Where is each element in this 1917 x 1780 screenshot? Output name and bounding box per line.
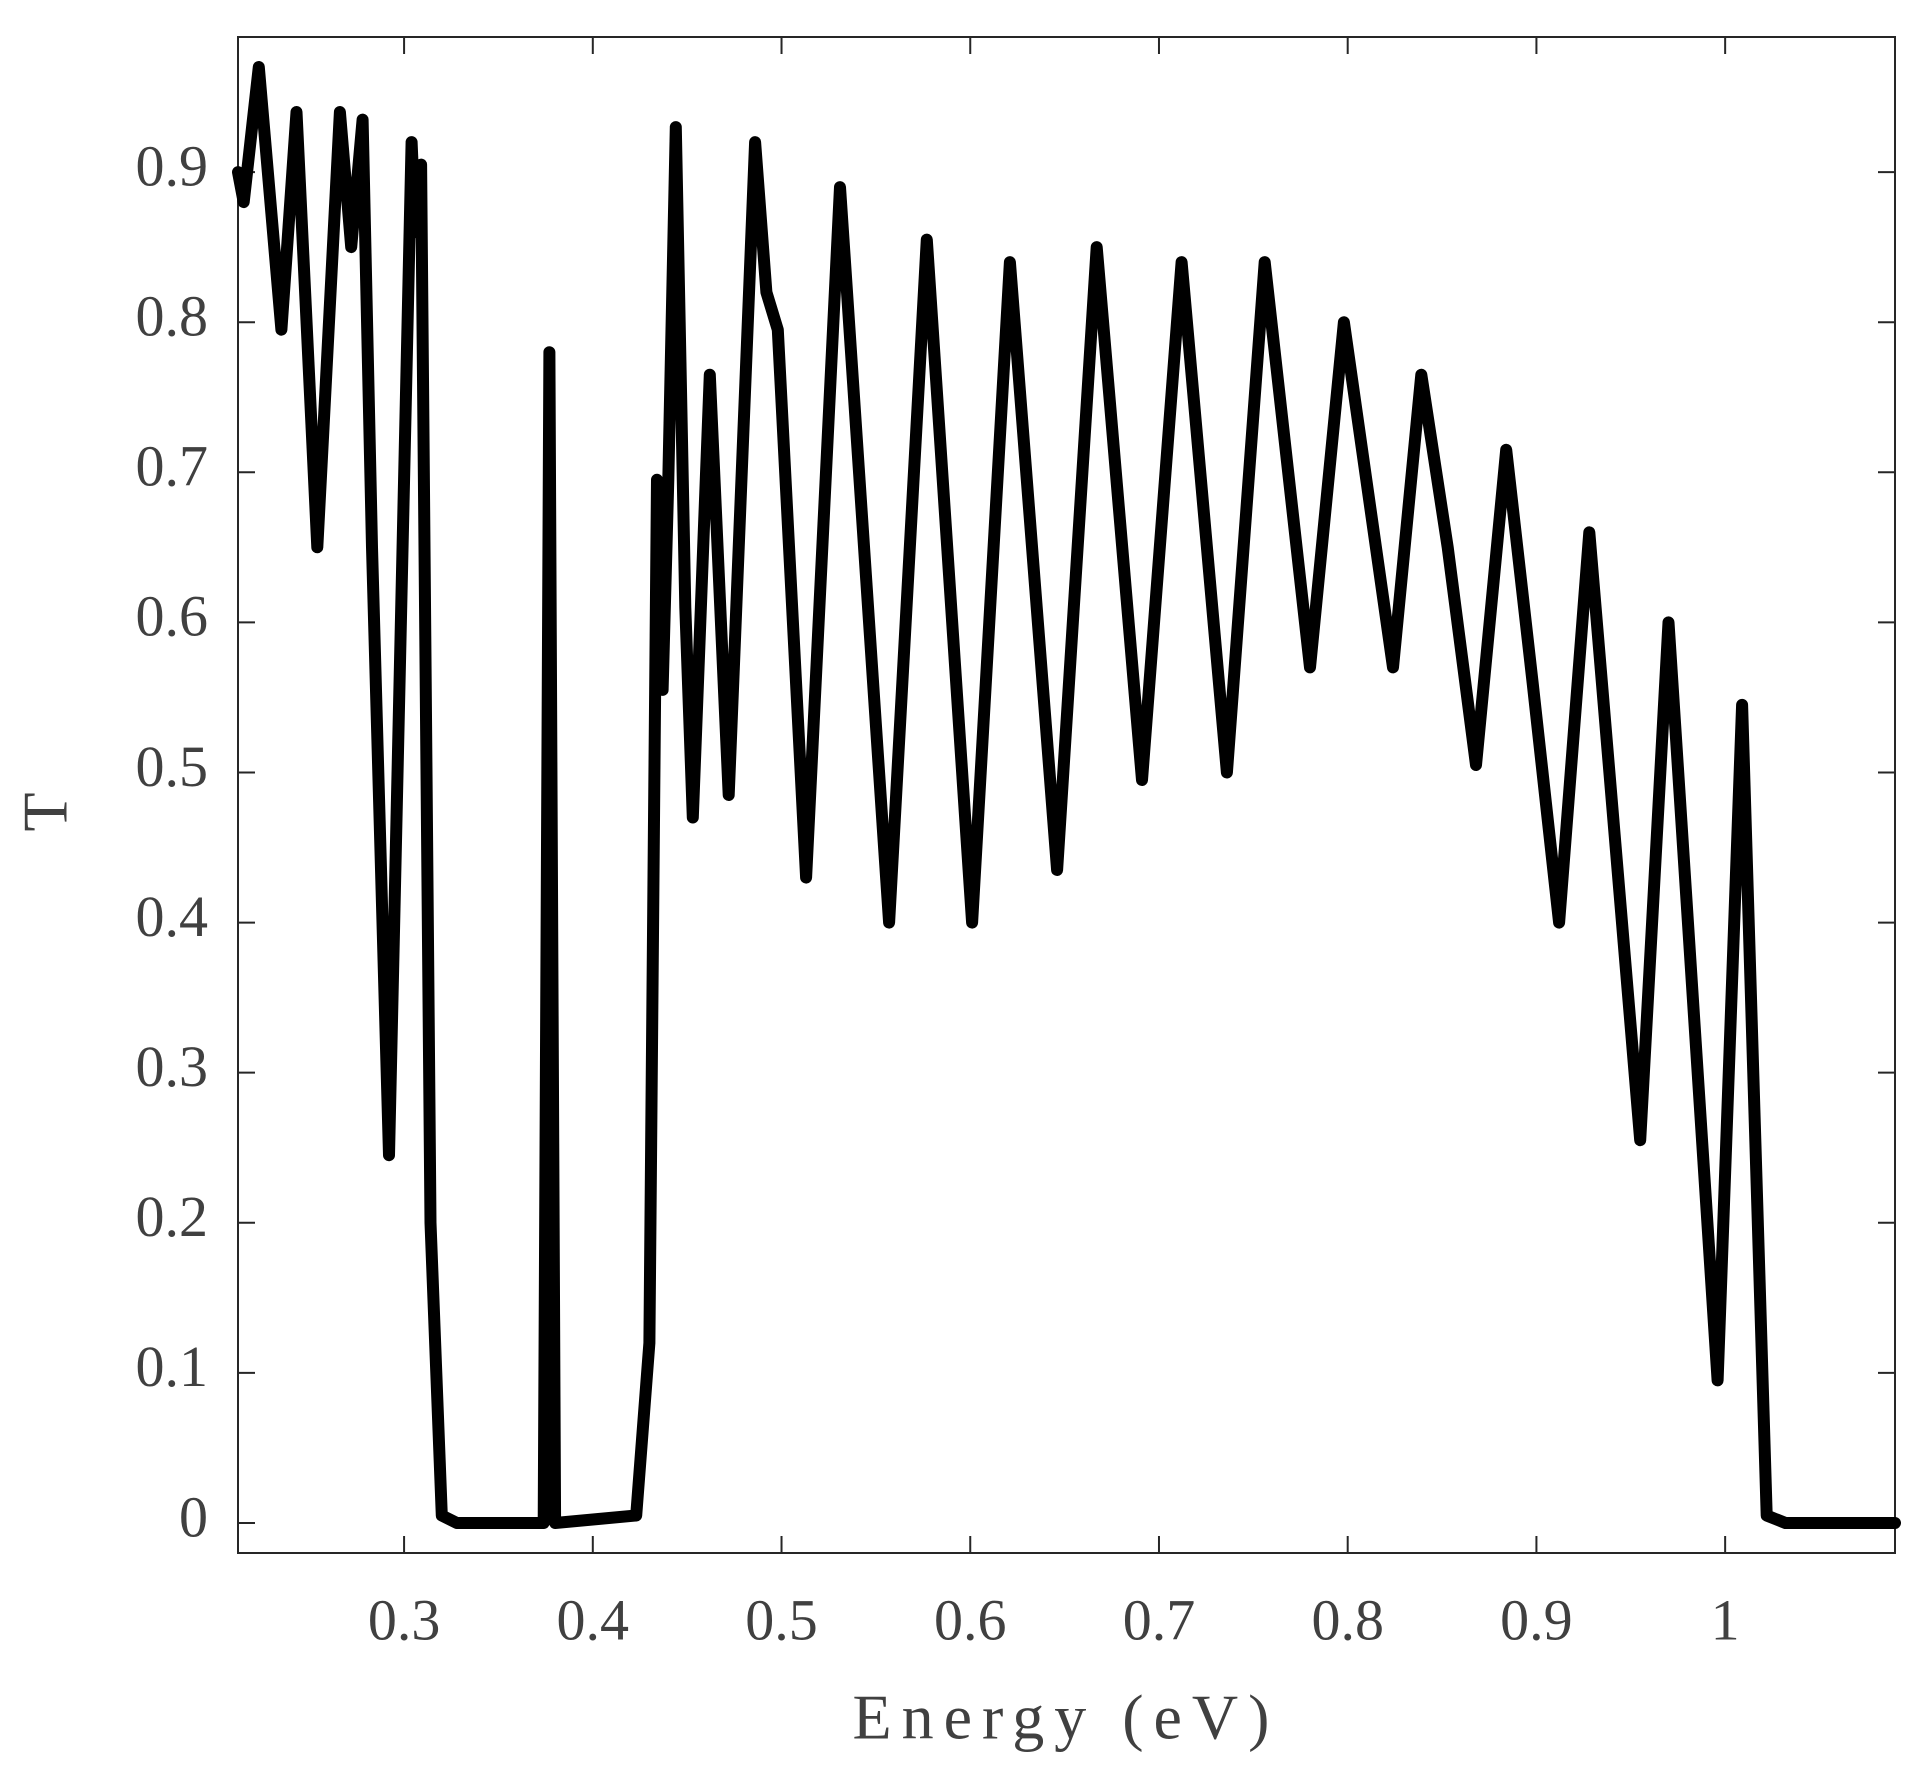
data-line: [232, 61, 1901, 1529]
y-tick-label: 0: [179, 1484, 208, 1549]
y-axis-label: T: [10, 782, 81, 831]
y-tick-label: 0.7: [136, 434, 209, 499]
y-tick-label: 0.4: [136, 884, 209, 949]
y-tick-label: 0.1: [136, 1334, 209, 1399]
y-tick-label: 0.5: [136, 734, 209, 799]
y-tick-label: 0.3: [136, 1034, 209, 1099]
y-tick-label: 0.6: [136, 584, 209, 649]
x-tick-label: 0.5: [745, 1587, 818, 1652]
x-tick-label: 0.3: [368, 1587, 441, 1652]
y-tick-label: 0.9: [136, 133, 209, 198]
x-tick-label: 1: [1711, 1587, 1740, 1652]
x-tick-label: 0.8: [1311, 1587, 1384, 1652]
x-tick-label: 0.4: [557, 1587, 630, 1652]
x-tick-label: 0.7: [1123, 1587, 1196, 1652]
y-tick-label: 0.2: [136, 1184, 209, 1249]
x-axis-label: Energy (eV): [853, 1682, 1280, 1753]
x-tick-label: 0.9: [1500, 1587, 1573, 1652]
y-tick-label: 0.8: [136, 284, 209, 349]
plot-frame: [237, 36, 1896, 1554]
x-tick-label: 0.6: [934, 1587, 1007, 1652]
